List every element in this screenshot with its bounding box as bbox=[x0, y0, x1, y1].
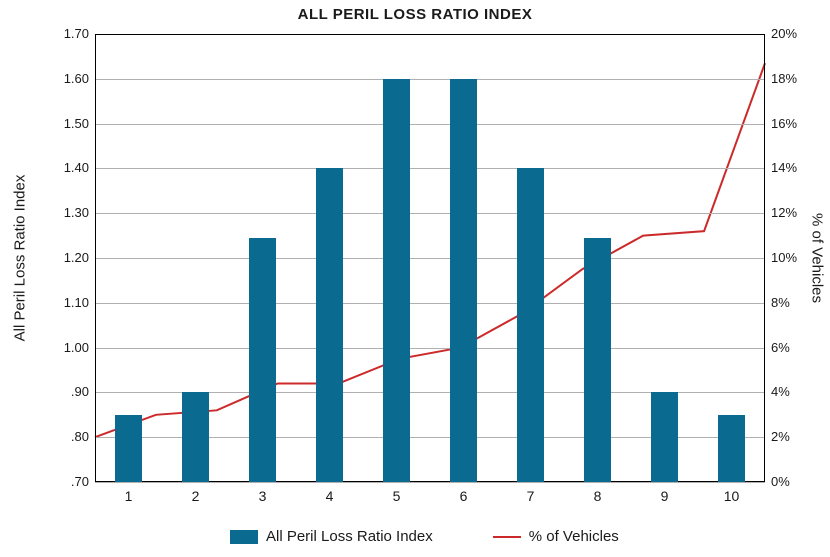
y-right-tick: 16% bbox=[771, 116, 797, 131]
legend: All Peril Loss Ratio Index % of Vehicles bbox=[230, 528, 619, 545]
x-tick: 2 bbox=[192, 488, 200, 504]
legend-line-label: % of Vehicles bbox=[529, 528, 619, 545]
gridline bbox=[95, 482, 765, 483]
x-tick: 4 bbox=[326, 488, 334, 504]
y-right-tick: 6% bbox=[771, 340, 790, 355]
gridline bbox=[95, 348, 765, 349]
y-right-tick: 18% bbox=[771, 71, 797, 86]
legend-bar-label: All Peril Loss Ratio Index bbox=[266, 528, 433, 545]
gridline bbox=[95, 213, 765, 214]
y-left-tick: 1.60 bbox=[64, 71, 89, 86]
y-left-tick: 1.70 bbox=[64, 26, 89, 41]
y-axis-left-label: All Peril Loss Ratio Index bbox=[12, 175, 29, 342]
axis-border bbox=[764, 34, 765, 482]
bar bbox=[383, 79, 410, 482]
gridline bbox=[95, 124, 765, 125]
y-right-tick: 4% bbox=[771, 384, 790, 399]
chart-title: ALL PERIL LOSS RATIO INDEX bbox=[0, 6, 830, 23]
y-axis-right-label: % of Vehicles bbox=[809, 213, 826, 303]
legend-item-bars: All Peril Loss Ratio Index bbox=[230, 528, 433, 545]
x-tick: 10 bbox=[724, 488, 740, 504]
bar bbox=[115, 415, 142, 482]
x-tick: 7 bbox=[527, 488, 535, 504]
y-left-tick: 1.30 bbox=[64, 205, 89, 220]
x-tick: 1 bbox=[125, 488, 133, 504]
x-tick: 5 bbox=[393, 488, 401, 504]
line-series bbox=[95, 63, 765, 437]
x-tick: 9 bbox=[661, 488, 669, 504]
y-left-tick: 1.40 bbox=[64, 160, 89, 175]
chart-container: ALL PERIL LOSS RATIO INDEX All Peril Los… bbox=[0, 0, 830, 557]
legend-line-swatch-icon bbox=[493, 536, 521, 538]
bar bbox=[249, 238, 276, 482]
legend-item-line: % of Vehicles bbox=[493, 528, 619, 545]
y-right-tick: 2% bbox=[771, 429, 790, 444]
plot-area bbox=[95, 34, 765, 482]
y-left-tick: 1.10 bbox=[64, 295, 89, 310]
y-left-tick: .80 bbox=[71, 429, 89, 444]
legend-bar-swatch-icon bbox=[230, 530, 258, 544]
gridline bbox=[95, 168, 765, 169]
bar bbox=[182, 392, 209, 482]
y-right-tick: 14% bbox=[771, 160, 797, 175]
gridline bbox=[95, 79, 765, 80]
bar bbox=[584, 238, 611, 482]
axis-border bbox=[95, 34, 96, 482]
bar bbox=[718, 415, 745, 482]
bar bbox=[651, 392, 678, 482]
gridline bbox=[95, 303, 765, 304]
y-right-tick: 12% bbox=[771, 205, 797, 220]
y-right-tick: 20% bbox=[771, 26, 797, 41]
gridline bbox=[95, 258, 765, 259]
y-left-tick: .70 bbox=[71, 474, 89, 489]
y-left-tick: 1.50 bbox=[64, 116, 89, 131]
y-right-tick: 10% bbox=[771, 250, 797, 265]
x-tick: 8 bbox=[594, 488, 602, 504]
y-right-tick: 8% bbox=[771, 295, 790, 310]
x-tick: 6 bbox=[460, 488, 468, 504]
bar bbox=[517, 168, 544, 482]
x-tick: 3 bbox=[259, 488, 267, 504]
y-left-tick: 1.00 bbox=[64, 340, 89, 355]
bar bbox=[316, 168, 343, 482]
y-left-tick: .90 bbox=[71, 384, 89, 399]
axis-border bbox=[95, 34, 765, 35]
y-left-tick: 1.20 bbox=[64, 250, 89, 265]
bar bbox=[450, 79, 477, 482]
y-right-tick: 0% bbox=[771, 474, 790, 489]
